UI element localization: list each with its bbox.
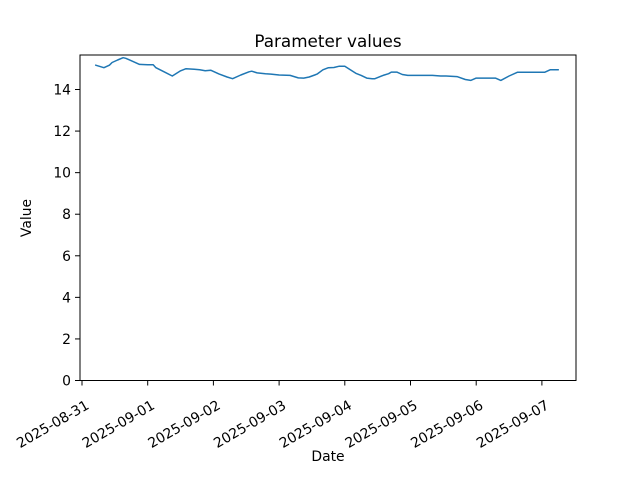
x-axis: 2025-08-312025-09-012025-09-022025-09-03…: [14, 380, 552, 452]
x-axis-label: Date: [311, 449, 344, 465]
x-tick-label: 2025-09-05: [343, 398, 421, 452]
x-tick-label: 2025-09-03: [211, 398, 289, 452]
y-tick-label: 4: [62, 290, 71, 306]
chart-title: Parameter values: [254, 31, 401, 51]
x-tick-label: 2025-09-01: [80, 398, 158, 452]
y-tick-label: 2: [62, 332, 71, 348]
x-tick-label: 2025-09-04: [277, 398, 355, 452]
plot-area-frame: [79, 54, 577, 381]
x-tick-label: 2025-09-02: [145, 398, 223, 452]
y-tick-label: 14: [53, 83, 71, 99]
x-tick-label: 2025-08-31: [14, 398, 92, 452]
series-line: [94, 56, 560, 82]
y-tick-label: 12: [53, 124, 71, 140]
x-tick-label: 2025-09-07: [474, 398, 552, 452]
y-axis: 0 2 4 6 8 10 12 14: [53, 83, 80, 390]
y-tick-label: 6: [62, 249, 71, 265]
y-axis-label: Value: [19, 199, 35, 237]
x-tick-label: 2025-09-06: [408, 398, 486, 452]
y-tick-label: 8: [62, 207, 71, 223]
y-tick-label: 0: [62, 374, 71, 390]
y-tick-label: 10: [53, 166, 71, 182]
